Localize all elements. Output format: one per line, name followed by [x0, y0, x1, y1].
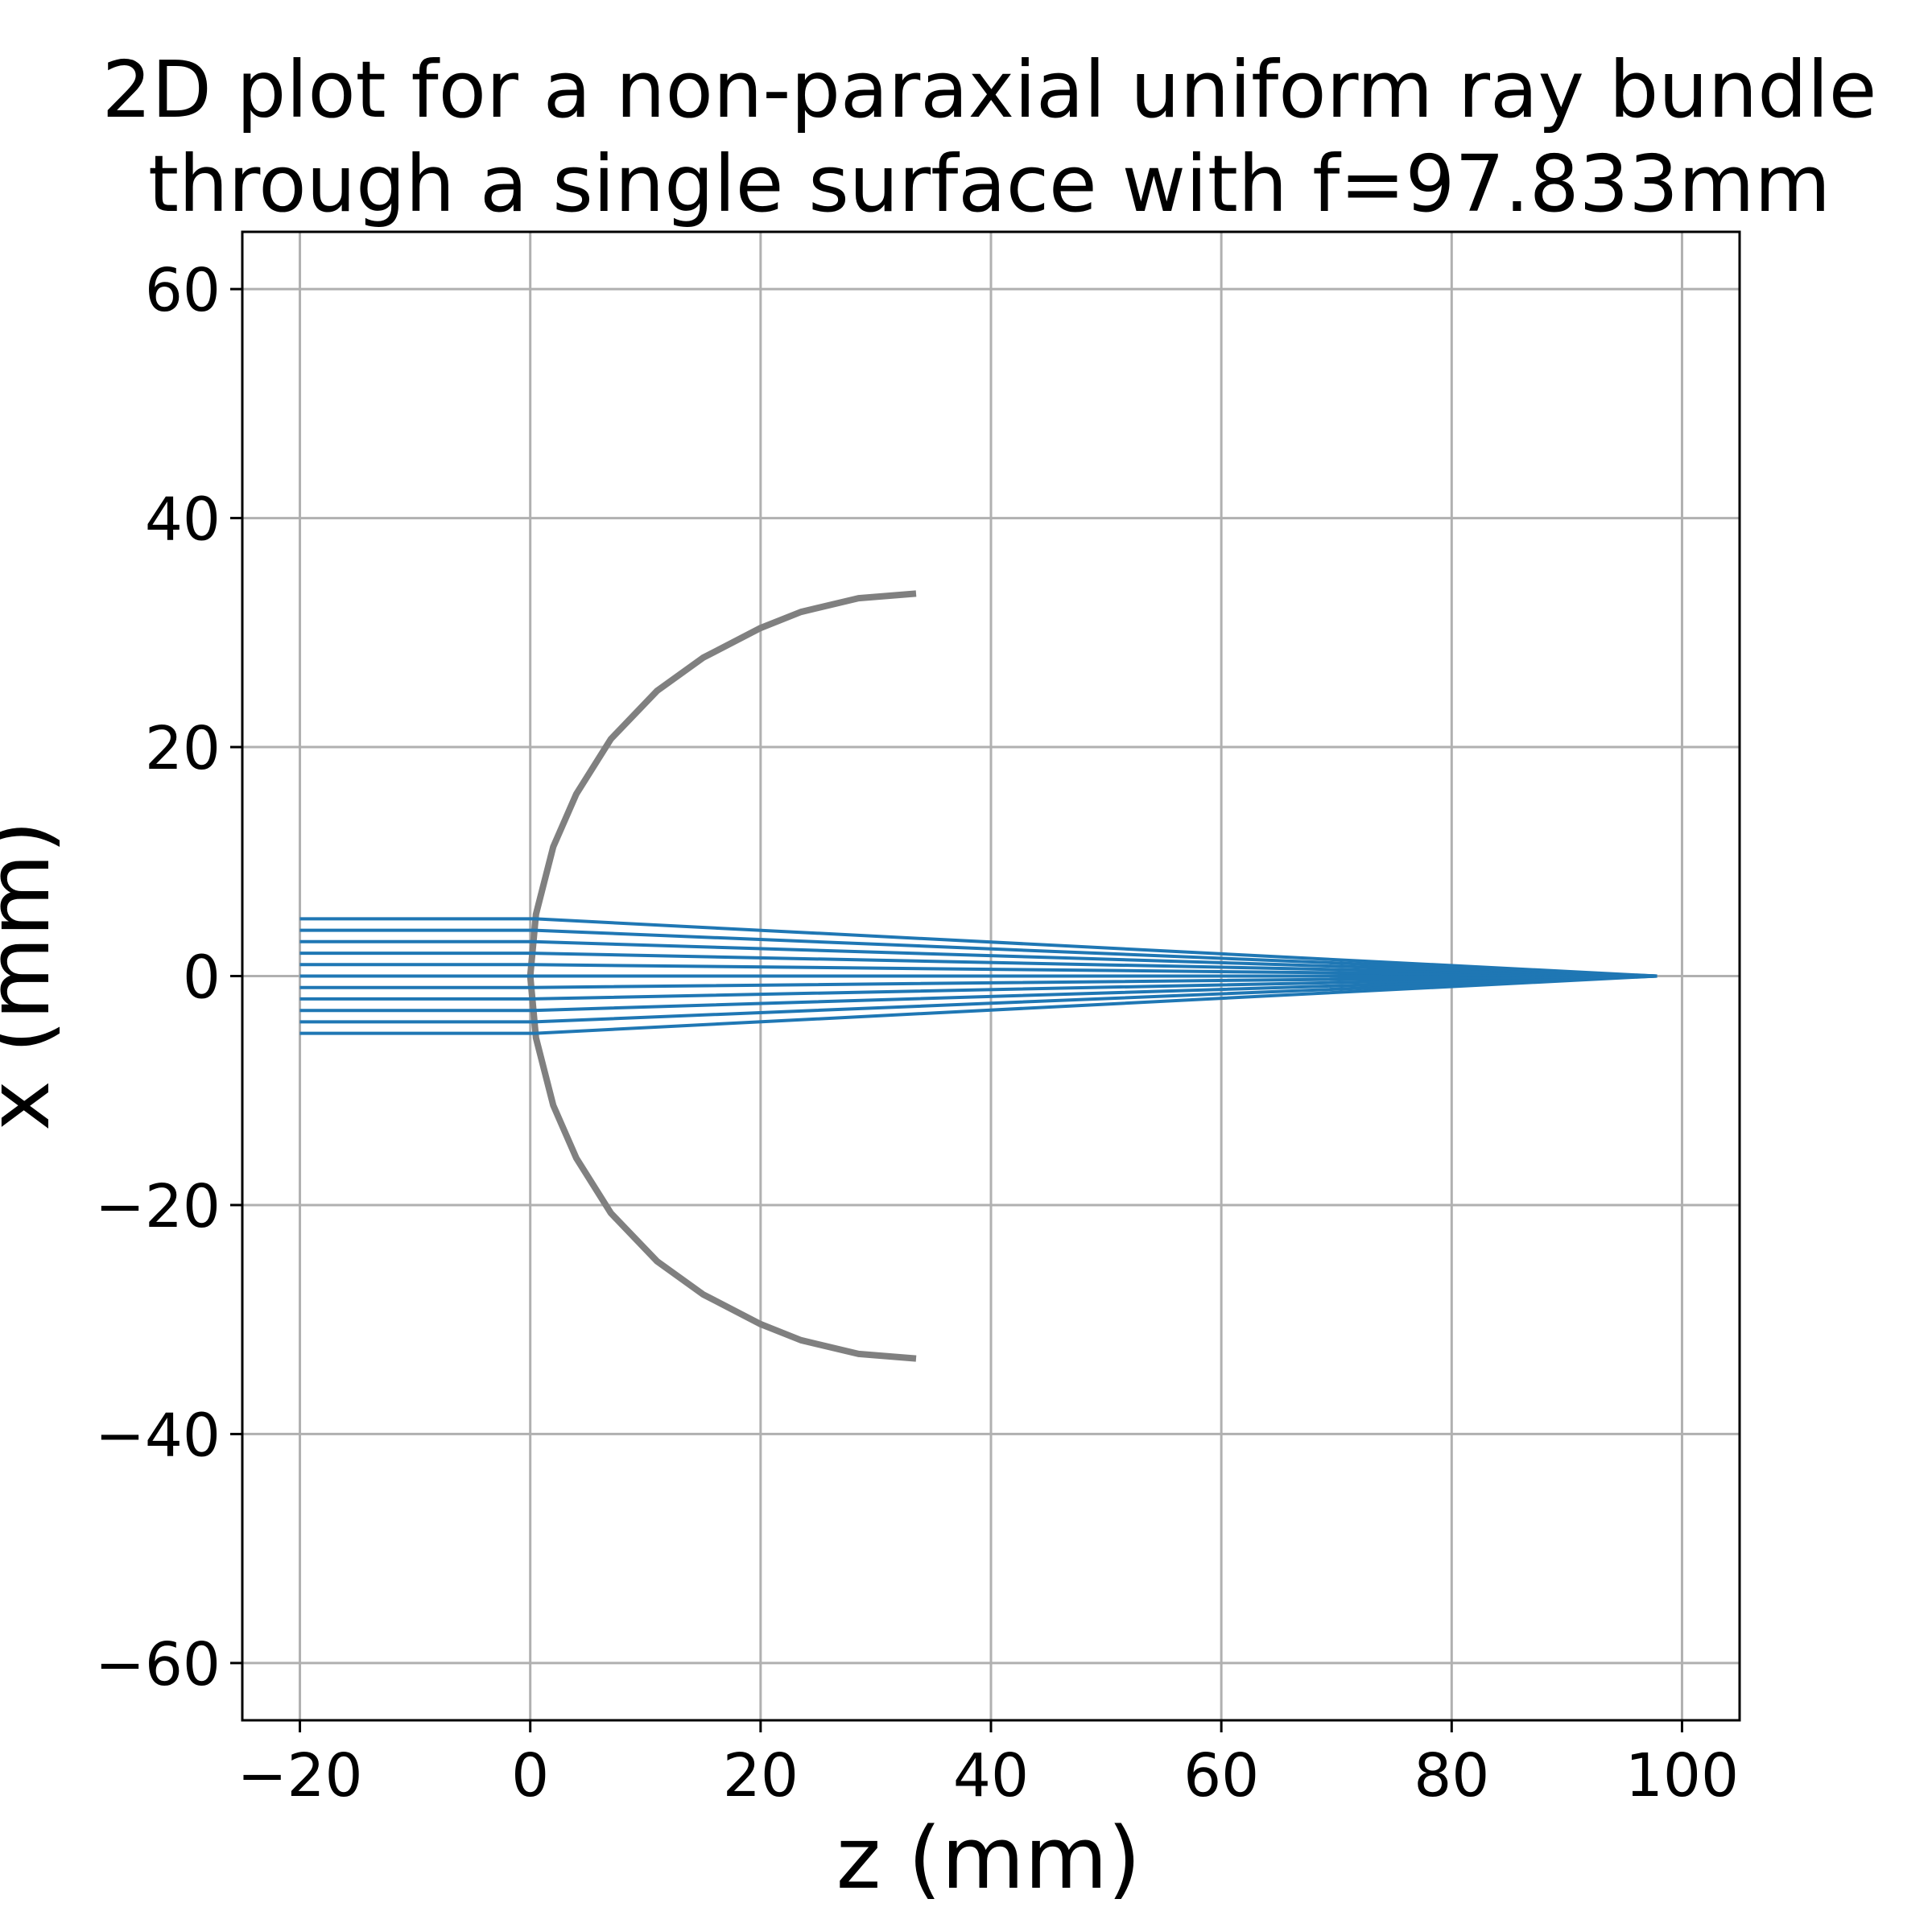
ray-line [299, 939, 1657, 978]
x-tick-label: 20 [723, 1741, 799, 1810]
y-axis-label: x (mm) [0, 820, 68, 1131]
plot-area [299, 590, 1657, 1362]
x-axis-label: z (mm) [836, 1809, 1141, 1908]
ray-line [299, 963, 1657, 978]
y-tick-label: −40 [95, 1401, 221, 1470]
ray-line [299, 974, 1657, 1035]
ray-line [299, 974, 1657, 1024]
ray-line [299, 974, 1657, 1001]
axis-ticks: −20 0 20 40 60 80 100 −60 −40 −20 0 20 40 60 [95, 256, 1739, 1810]
y-tick-label: 40 [145, 485, 221, 555]
ray-line [299, 974, 1657, 1013]
ray-line [299, 974, 1657, 989]
y-tick-label: 20 [145, 714, 221, 783]
ray-line [299, 952, 1657, 978]
ray-line [299, 917, 1657, 978]
y-tick-label: −20 [95, 1172, 221, 1241]
x-tick-label: 100 [1625, 1741, 1739, 1810]
x-tick-label: 60 [1183, 1741, 1259, 1810]
y-tick-label: 60 [145, 256, 221, 325]
chart-title-line-1: 2D plot for a non-paraxial uniform ray b… [102, 44, 1877, 135]
x-tick-label: 40 [953, 1741, 1029, 1810]
x-tick-label: 80 [1414, 1741, 1489, 1810]
y-tick-label: −60 [95, 1630, 221, 1699]
x-tick-label: 0 [511, 1741, 549, 1810]
ray-line [299, 928, 1657, 978]
y-tick-label: 0 [183, 943, 221, 1013]
chart-title-line-2: through a single surface with f=97.833mm [148, 138, 1831, 229]
x-tick-label: −20 [237, 1741, 362, 1810]
